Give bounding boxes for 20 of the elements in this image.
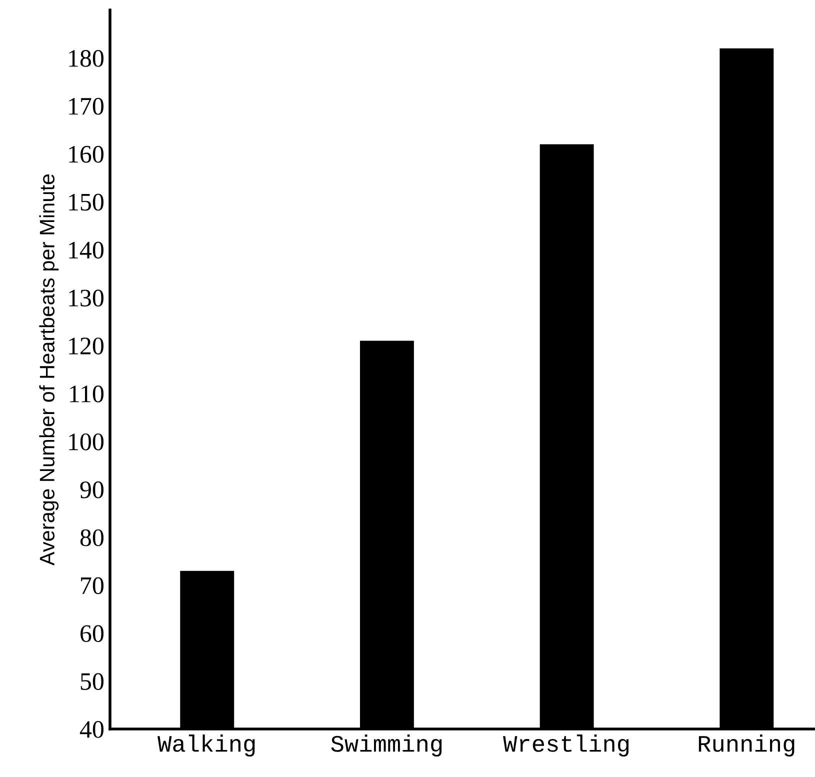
x-tick-label: Running [698, 734, 794, 757]
x-tick-label: Wrestling [503, 734, 629, 757]
y-tick-label: 140 [69, 242, 104, 259]
y-tick-label: 160 [69, 146, 104, 163]
x-tick-label: Walking [158, 734, 255, 757]
y-tick-label: 90 [80, 481, 104, 498]
y-tick-label: 110 [70, 386, 104, 402]
y-tick-label: 170 [69, 98, 104, 115]
y-tick-label: 130 [69, 290, 104, 307]
y-tick-label: 150 [69, 194, 104, 211]
y-tick-label: 70 [81, 577, 104, 594]
y-tick-label: 40 [80, 721, 104, 738]
y-tick-label: 180 [69, 50, 104, 67]
x-tick-label: Swimming [331, 734, 442, 757]
y-tick-label: 120 [69, 338, 104, 354]
y-tick-label: 80 [80, 529, 104, 546]
y-tick-label: 50 [80, 673, 104, 690]
y-tick-label: 60 [80, 625, 104, 642]
y-tick-label: 100 [69, 433, 104, 450]
y-axis-title: Average Number of Heartbeats per Minute [39, 174, 59, 566]
